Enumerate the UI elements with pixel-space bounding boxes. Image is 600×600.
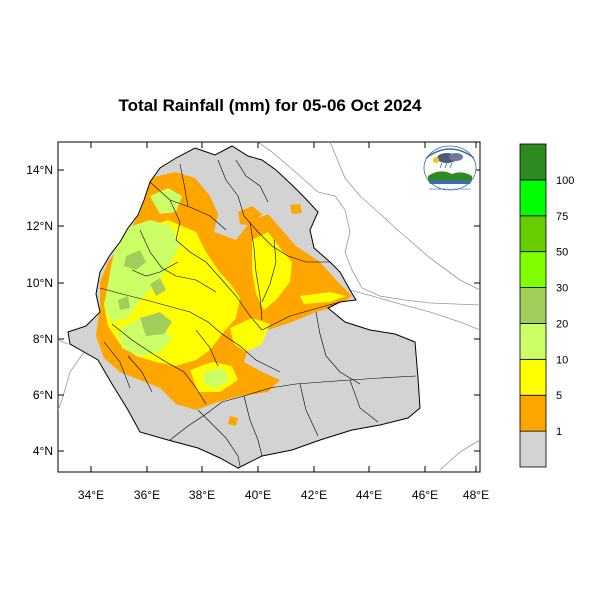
color-legend: 1 5 10 20 30 50 75 100 <box>519 143 574 468</box>
logo-text: Ethiopian Meteorology Institute <box>429 187 471 191</box>
y-tick-label: 14°N <box>26 163 53 177</box>
legend-swatch <box>519 430 547 468</box>
x-tick-label: 46°E <box>412 488 438 502</box>
x-axis: 34°E 36°E 38°E 40°E 42°E 44°E 46°E 48°E <box>78 142 489 502</box>
legend-swatch <box>519 394 547 432</box>
x-tick-label: 48°E <box>463 488 489 502</box>
x-tick-label: 40°E <box>245 488 271 502</box>
neighbor-boundaries <box>58 142 480 471</box>
y-tick-label: 8°N <box>33 332 53 346</box>
y-tick-label: 12°N <box>26 219 53 233</box>
meteorology-institute-logo: Ethiopian Meteorology Institute <box>423 145 477 191</box>
legend-label: 20 <box>556 318 568 330</box>
admin-boundaries <box>99 159 417 467</box>
x-tick-label: 44°E <box>356 488 382 502</box>
ethiopia-land <box>67 145 421 469</box>
legend-swatch <box>519 215 547 253</box>
legend-label: 30 <box>556 283 568 295</box>
x-tick-label: 34°E <box>78 488 104 502</box>
legend-swatch <box>519 251 547 288</box>
legend-swatch <box>519 179 547 217</box>
x-tick-label: 36°E <box>134 488 160 502</box>
y-tick-label: 6°N <box>33 388 53 402</box>
legend-label: 10 <box>556 354 568 366</box>
y-tick-label: 10°N <box>26 276 53 290</box>
y-tick-label: 4°N <box>33 444 53 458</box>
legend-label: 1 <box>556 426 562 438</box>
legend-swatch <box>519 323 547 360</box>
legend-swatch <box>519 358 547 396</box>
legend-swatch <box>519 143 547 181</box>
x-tick-label: 42°E <box>301 488 327 502</box>
legend-swatch <box>519 287 547 324</box>
x-tick-label: 38°E <box>189 488 215 502</box>
map-title: Total Rainfall (mm) for 05-06 Oct 2024 <box>118 96 422 115</box>
legend-label: 100 <box>556 175 574 187</box>
legend-label: 75 <box>556 211 568 223</box>
y-axis: 14°N 12°N 10°N 8°N 6°N 4°N <box>26 163 480 458</box>
legend-label: 5 <box>556 390 562 402</box>
legend-label: 50 <box>556 247 568 259</box>
rainfall-overlay <box>96 172 352 426</box>
